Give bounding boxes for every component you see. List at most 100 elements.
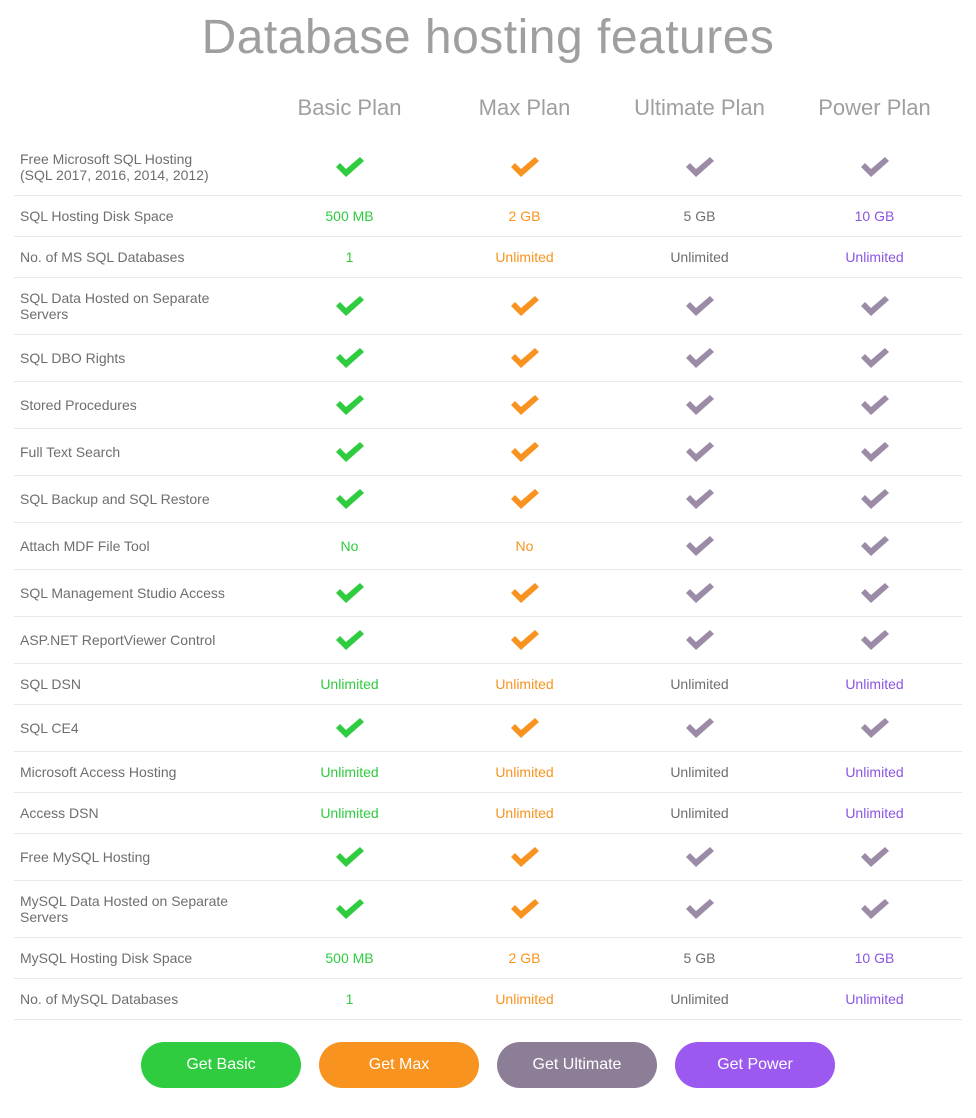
feature-cell-power: Unlimited	[787, 664, 962, 705]
cta-ultimate-button[interactable]: Get Ultimate	[497, 1042, 657, 1088]
feature-value: Unlimited	[495, 249, 553, 265]
feature-cell-basic	[262, 570, 437, 617]
feature-value: 2 GB	[509, 208, 541, 224]
table-row: No. of MySQL Databases1 Unlimited Unlimite…	[14, 979, 962, 1020]
check-icon	[860, 295, 890, 317]
feature-table: Basic PlanMax PlanUltimate PlanPower Pla…	[14, 85, 962, 1020]
cta-max-button[interactable]: Get Max	[319, 1042, 479, 1088]
feature-cell-ultimate	[612, 278, 787, 335]
check-icon	[510, 629, 540, 651]
feature-value: No	[341, 538, 359, 554]
check-icon	[510, 156, 540, 178]
plan-header-max: Max Plan	[437, 85, 612, 139]
feature-cell-basic	[262, 617, 437, 664]
feature-cell-ultimate: 5 GB	[612, 938, 787, 979]
check-icon	[335, 582, 365, 604]
cta-row: Get Basic Get Max Get Ultimate Get Power	[14, 1020, 962, 1088]
feature-value: Unlimited	[845, 249, 903, 265]
feature-cell-basic	[262, 705, 437, 752]
feature-cell-basic: Unlimited	[262, 664, 437, 705]
feature-cell-ultimate	[612, 705, 787, 752]
feature-cell-max: Unlimited	[437, 752, 612, 793]
feature-cell-ultimate	[612, 429, 787, 476]
feature-cell-power	[787, 429, 962, 476]
feature-cell-power: 10 GB	[787, 938, 962, 979]
feature-cell-ultimate: Unlimited	[612, 237, 787, 278]
feature-cell-power	[787, 570, 962, 617]
cta-basic-button[interactable]: Get Basic	[141, 1042, 301, 1088]
feature-cell-basic	[262, 335, 437, 382]
check-icon	[860, 846, 890, 868]
feature-cell-basic: Unlimited	[262, 752, 437, 793]
check-icon	[335, 846, 365, 868]
check-icon	[510, 347, 540, 369]
check-icon	[860, 582, 890, 604]
feature-value: Unlimited	[495, 805, 553, 821]
feature-label: No. of MySQL Databases	[14, 979, 262, 1020]
header-row: Basic PlanMax PlanUltimate PlanPower Pla…	[14, 85, 962, 139]
check-icon	[510, 717, 540, 739]
feature-cell-basic	[262, 476, 437, 523]
feature-value: Unlimited	[670, 805, 728, 821]
pricing-feature-table-container: Database hosting features Basic PlanMax …	[0, 10, 976, 1118]
feature-value: Unlimited	[845, 991, 903, 1007]
feature-cell-power	[787, 476, 962, 523]
feature-label: No. of MS SQL Databases	[14, 237, 262, 278]
plan-header-power: Power Plan	[787, 85, 962, 139]
table-row: SQL Hosting Disk Space500 MB2 GB5 GB10 G…	[14, 196, 962, 237]
feature-cell-max: Unlimited	[437, 664, 612, 705]
check-icon	[860, 629, 890, 651]
page-title: Database hosting features	[14, 10, 962, 65]
check-icon	[860, 347, 890, 369]
feature-cell-power	[787, 705, 962, 752]
check-icon	[685, 347, 715, 369]
table-head: Basic PlanMax PlanUltimate PlanPower Pla…	[14, 85, 962, 139]
feature-cell-power: Unlimited	[787, 237, 962, 278]
feature-label: SQL Management Studio Access	[14, 570, 262, 617]
table-row: MySQL Data Hosted on Separate Servers	[14, 881, 962, 938]
feature-cell-max	[437, 335, 612, 382]
table-row: MySQL Hosting Disk Space500 MB2 GB5 GB10…	[14, 938, 962, 979]
feature-cell-basic	[262, 881, 437, 938]
feature-cell-basic	[262, 139, 437, 196]
table-row: SQL Management Studio Access	[14, 570, 962, 617]
check-icon	[685, 441, 715, 463]
check-icon	[335, 898, 365, 920]
check-icon	[510, 488, 540, 510]
feature-cell-power: Unlimited	[787, 793, 962, 834]
feature-cell-basic: 500 MB	[262, 938, 437, 979]
feature-cell-basic: 1	[262, 979, 437, 1020]
feature-cell-basic	[262, 382, 437, 429]
cta-power-button[interactable]: Get Power	[675, 1042, 835, 1088]
feature-value: Unlimited	[845, 764, 903, 780]
feature-value: No	[516, 538, 534, 554]
feature-value: Unlimited	[495, 991, 553, 1007]
feature-value: 1	[346, 249, 354, 265]
table-row: No. of MS SQL Databases 1 Unlimited Unlimit…	[14, 237, 962, 278]
table-row: Microsoft Access HostingUnlimitedUnlimit…	[14, 752, 962, 793]
feature-label: SQL CE4	[14, 705, 262, 752]
feature-cell-ultimate	[612, 570, 787, 617]
feature-value: Unlimited	[320, 805, 378, 821]
feature-cell-power	[787, 834, 962, 881]
feature-cell-power	[787, 881, 962, 938]
feature-cell-max: Unlimited	[437, 793, 612, 834]
table-row: SQL DBO Rights	[14, 335, 962, 382]
feature-cell-ultimate	[612, 881, 787, 938]
feature-label: Full Text Search	[14, 429, 262, 476]
feature-cell-ultimate: Unlimited	[612, 793, 787, 834]
feature-cell-ultimate	[612, 476, 787, 523]
feature-cell-power	[787, 617, 962, 664]
feature-value: Unlimited	[670, 764, 728, 780]
feature-cell-power	[787, 523, 962, 570]
check-icon	[685, 156, 715, 178]
check-icon	[510, 394, 540, 416]
feature-label: SQL DSN	[14, 664, 262, 705]
feature-cell-basic: Unlimited	[262, 793, 437, 834]
table-row: Stored Procedures	[14, 382, 962, 429]
feature-cell-max: Unlimited	[437, 979, 612, 1020]
table-row: SQL Backup and SQL Restore	[14, 476, 962, 523]
table-row: Full Text Search	[14, 429, 962, 476]
feature-cell-ultimate: Unlimited	[612, 664, 787, 705]
check-icon	[335, 441, 365, 463]
